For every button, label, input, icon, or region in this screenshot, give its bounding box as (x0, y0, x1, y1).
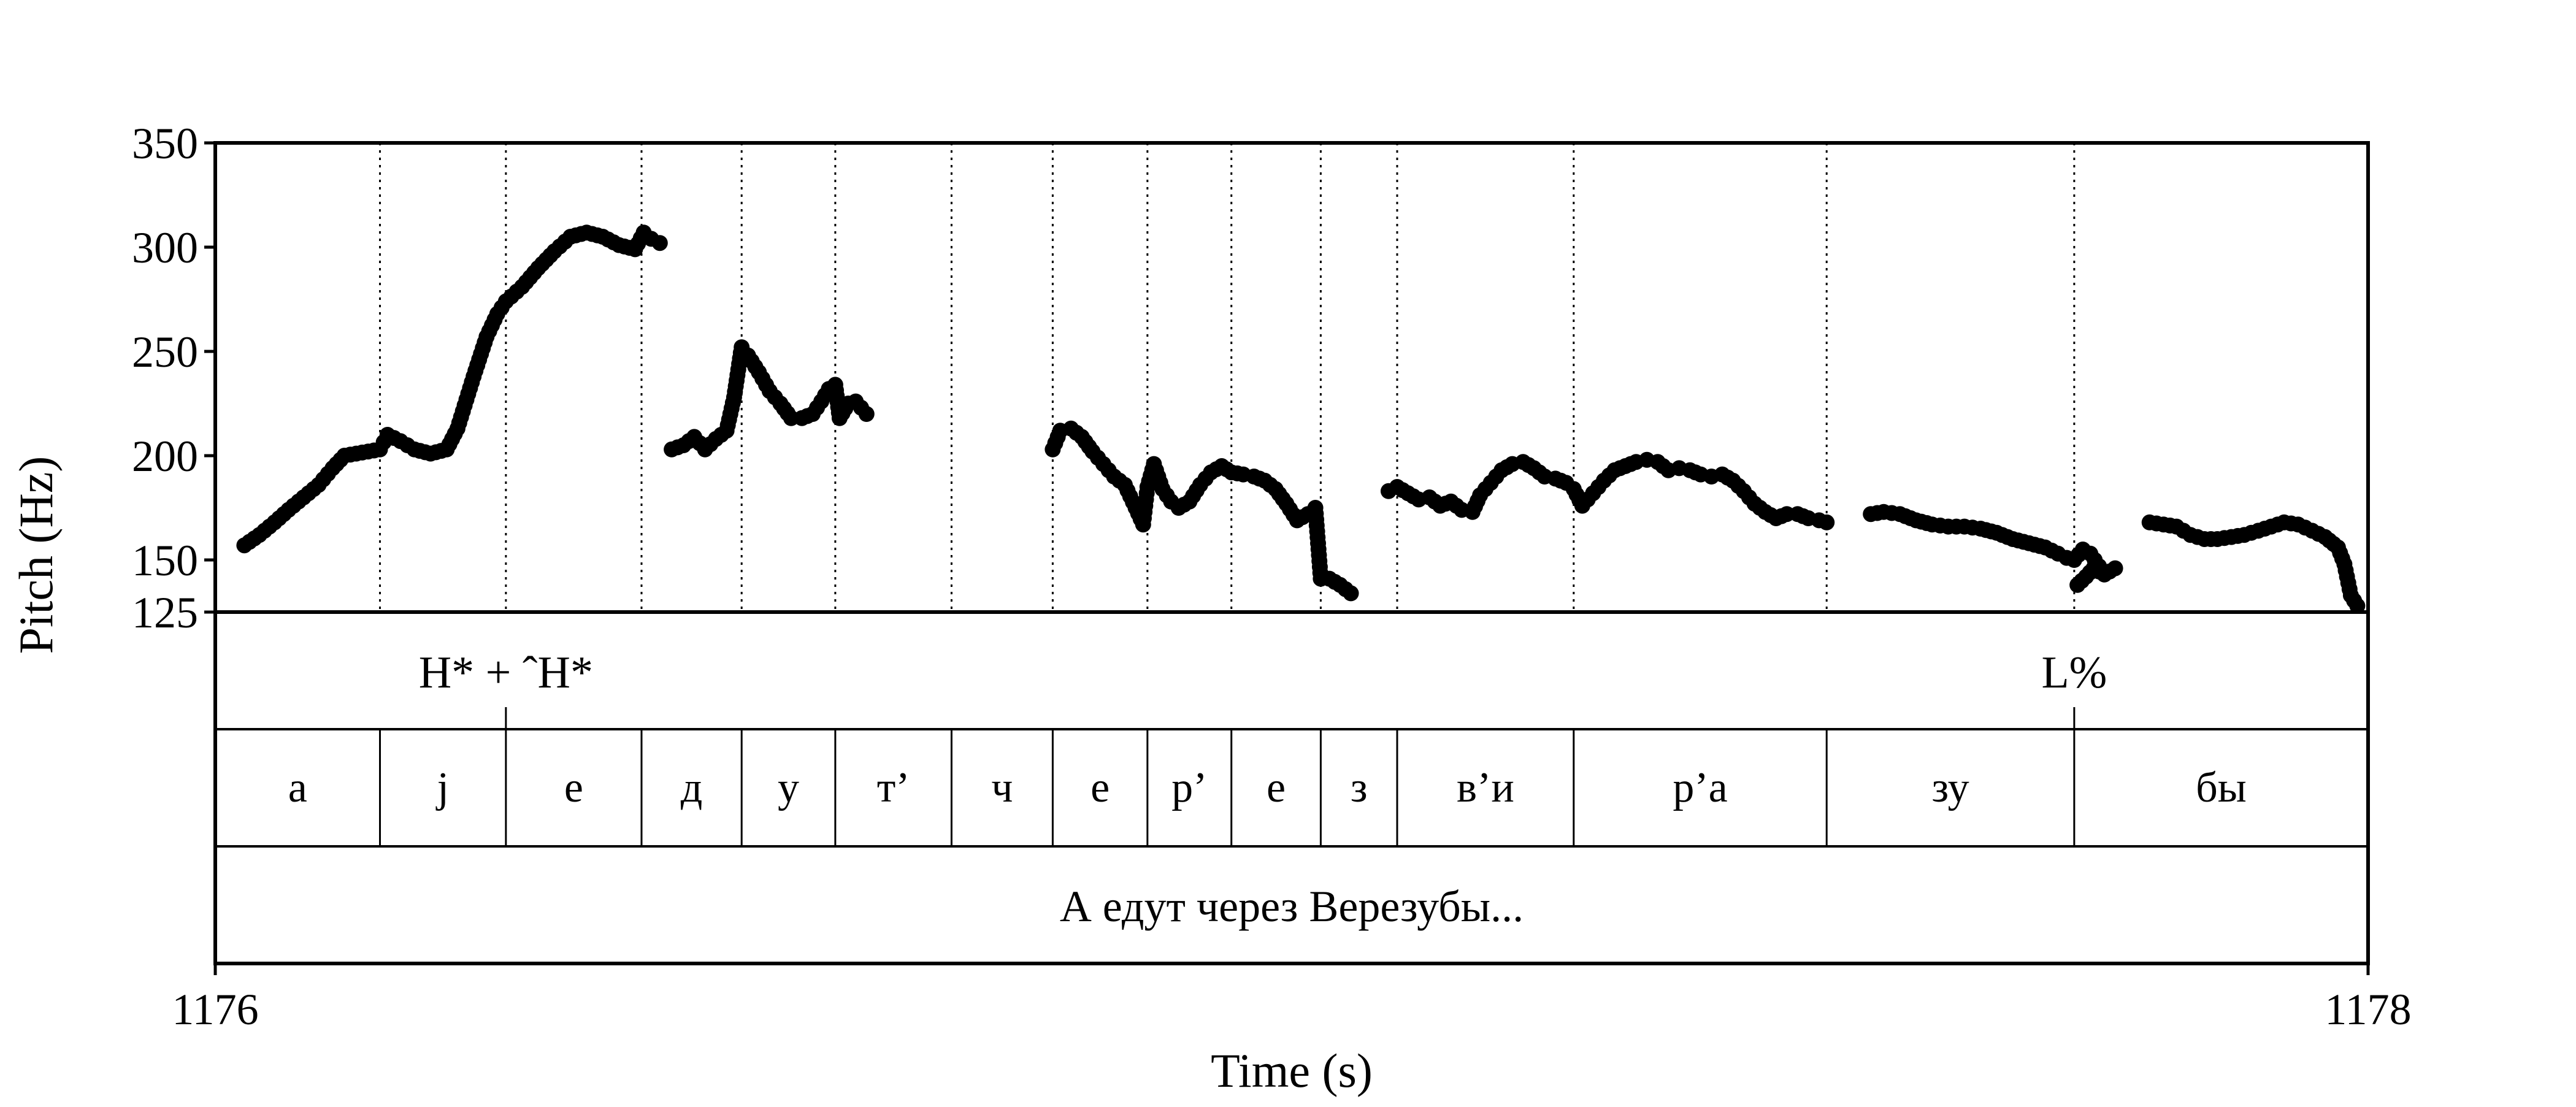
y-tick-label: 300 (132, 223, 198, 272)
segment-label: д (681, 764, 703, 811)
pitch-points (236, 224, 2366, 614)
y-tick-label: 125 (132, 588, 198, 637)
y-tick-label: 200 (132, 432, 198, 481)
pitch-point (651, 235, 668, 251)
y-axis-label: Pitch (Hz) (9, 456, 63, 654)
segment-label: бы (2196, 764, 2247, 811)
pitch-point (2349, 597, 2366, 614)
segment-label: ч (991, 764, 1013, 811)
tone-tier-lines (505, 707, 2076, 729)
pitch-point (2107, 560, 2123, 576)
y-tick-label: 150 (132, 536, 198, 585)
segment-label: в’и (1457, 764, 1514, 811)
x-tick-label-end: 1178 (2325, 985, 2411, 1034)
tone-label: L% (2041, 648, 2107, 698)
segment-label: з (1351, 764, 1368, 811)
tone-label: H* + ˆH* (419, 648, 593, 698)
pitch-point (858, 406, 875, 422)
segment-tier-frame (214, 728, 2369, 848)
tone-labels: H* + ˆH* L% (419, 648, 2107, 698)
segment-label: р’а (1673, 764, 1727, 811)
y-tick-label: 250 (132, 328, 198, 377)
segment-labels: а j е д у т’ ч е р’ е з в’и р’а зу бы (288, 764, 2247, 811)
segment-label: е (564, 764, 583, 811)
segment-label: е (1091, 764, 1110, 811)
pitch-point (1819, 514, 1835, 531)
segment-tier-lines (379, 729, 2076, 846)
segment-label: j (435, 764, 448, 811)
pitch-point (1343, 585, 1359, 602)
segment-label: у (778, 764, 799, 811)
segment-boundaries (379, 143, 2076, 612)
y-tick-label: 350 (132, 119, 198, 168)
x-axis-label: Time (s) (1211, 1044, 1373, 1097)
segment-label: а (288, 764, 307, 811)
x-tick-label-start: 1176 (172, 985, 258, 1034)
sentence-label: А едут через Верезубы... (1060, 882, 1524, 931)
segment-label: зу (1931, 764, 1969, 811)
segment-label: р’ (1171, 764, 1207, 811)
segment-label: т’ (877, 764, 910, 811)
segment-label: е (1267, 764, 1286, 811)
